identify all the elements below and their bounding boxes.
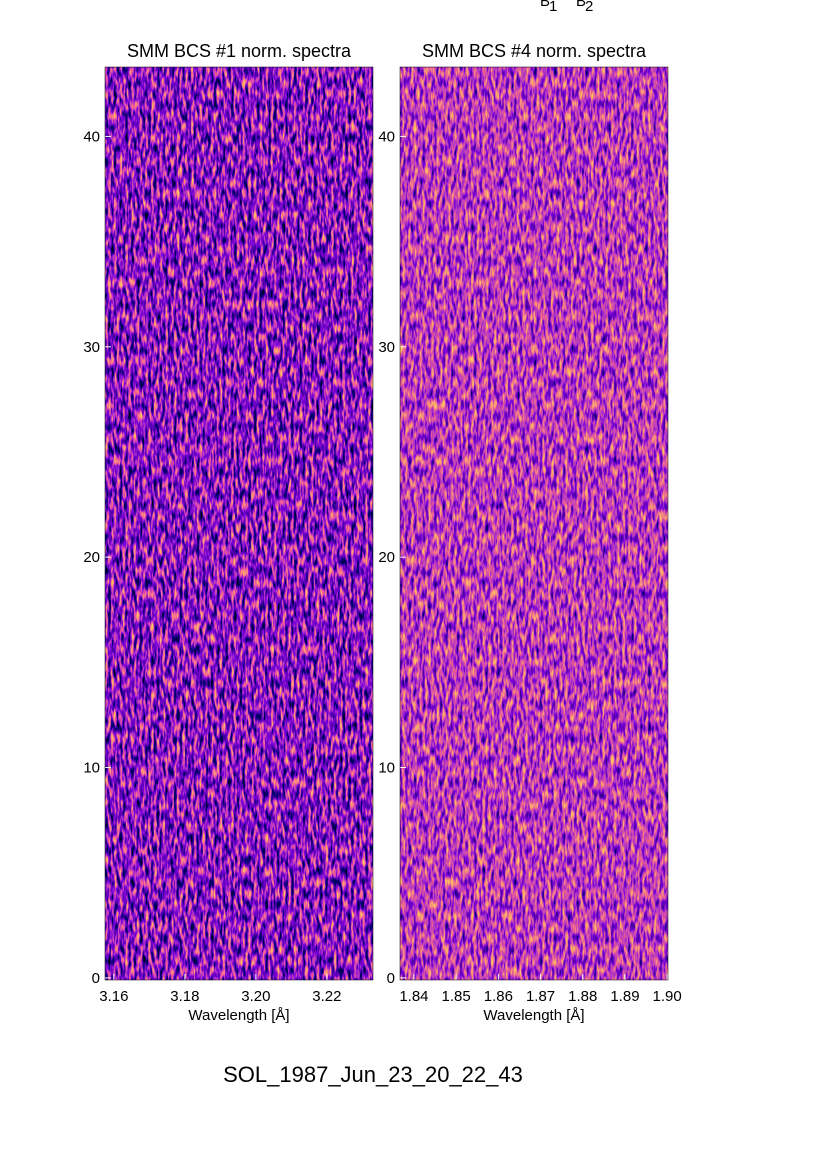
annotation: B: [576, 0, 586, 10]
x-tick-label: 3.16: [99, 988, 128, 1005]
x-tick-label: 1.85: [442, 988, 471, 1005]
annotation: B: [540, 0, 550, 10]
y-tick-label: 0: [387, 970, 395, 987]
x-tick-label: 1.90: [653, 988, 682, 1005]
y-tick-label: 30: [83, 339, 100, 356]
y-tick-label: 20: [83, 549, 100, 566]
caption: SOL_1987_Jun_23_20_22_43: [223, 1062, 523, 1087]
panel-frame: [104, 66, 374, 981]
y-tick-label: 20: [378, 549, 395, 566]
y-tick-label: 40: [83, 128, 100, 145]
y-tick-label: 10: [83, 760, 100, 777]
x-tick-label: 1.87: [526, 988, 555, 1005]
x-tick-label: 1.86: [484, 988, 513, 1005]
x-axis-label: Wavelength [Å]: [188, 1007, 289, 1024]
annotation-sub: 1: [549, 0, 557, 15]
x-tick-label: 1.84: [399, 988, 428, 1005]
y-tick-label: 10: [378, 760, 395, 777]
annotation-sub: 2: [585, 0, 593, 15]
x-tick-label: 3.20: [241, 988, 270, 1005]
heatmap-image: [400, 67, 668, 980]
heatmap-image: [105, 67, 373, 980]
x-tick-label: 3.22: [312, 988, 341, 1005]
x-tick-label: 1.88: [568, 988, 597, 1005]
y-tick-label: 40: [378, 128, 395, 145]
x-tick-label: 3.18: [170, 988, 199, 1005]
x-tick-label: 1.89: [610, 988, 639, 1005]
panel-frame: [399, 66, 669, 981]
y-tick-label: 30: [378, 339, 395, 356]
x-axis-label: Wavelength [Å]: [483, 1007, 584, 1024]
y-tick-label: 0: [92, 970, 100, 987]
panel-title: SMM BCS #1 norm. spectra: [127, 41, 352, 61]
panel-title: SMM BCS #4 norm. spectra: [422, 41, 647, 61]
